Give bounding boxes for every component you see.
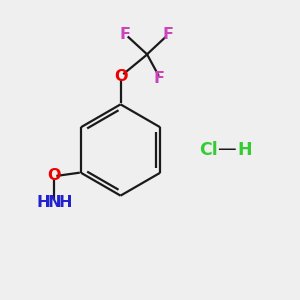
Text: H: H	[36, 195, 50, 210]
Text: F: F	[119, 27, 130, 42]
Text: F: F	[163, 27, 174, 42]
Text: N: N	[47, 195, 61, 210]
Text: H: H	[237, 141, 251, 159]
Text: Cl: Cl	[200, 141, 218, 159]
Text: H: H	[59, 195, 73, 210]
Text: O: O	[114, 69, 127, 84]
Text: —: —	[217, 140, 236, 160]
Text: F: F	[154, 71, 165, 86]
Text: O: O	[47, 168, 61, 183]
